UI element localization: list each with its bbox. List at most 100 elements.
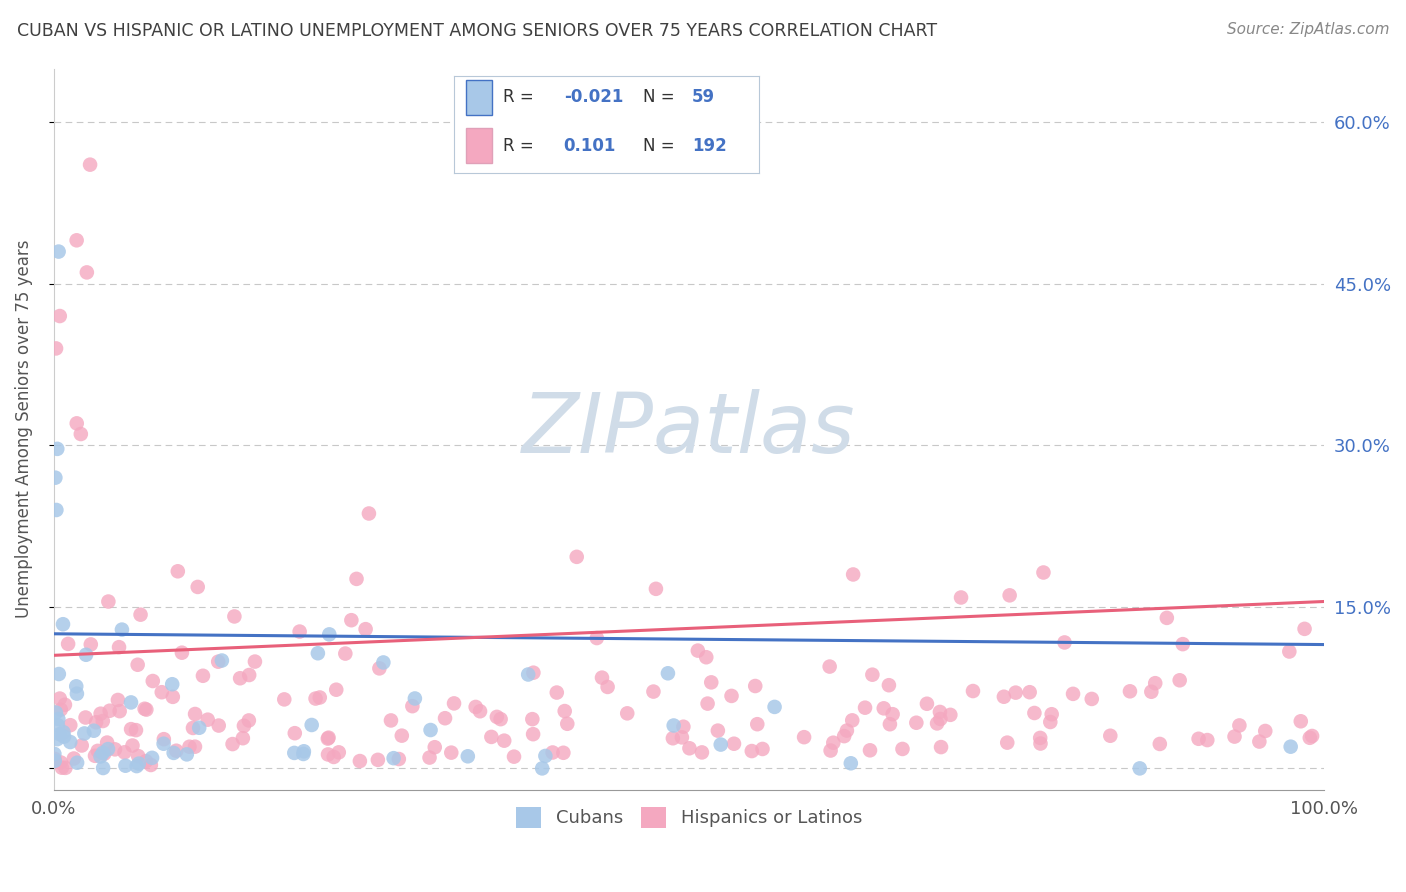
Point bbox=[129, 607, 152, 622]
Point bbox=[304, 691, 326, 706]
Point bbox=[318, 627, 340, 641]
Point bbox=[696, 697, 718, 711]
Point bbox=[59, 718, 82, 732]
Point bbox=[328, 745, 350, 759]
Point bbox=[1029, 737, 1052, 751]
Point bbox=[316, 747, 339, 762]
Point bbox=[128, 756, 150, 771]
Point bbox=[66, 233, 89, 247]
Point bbox=[135, 703, 157, 717]
Legend: Cubans, Hispanics or Latinos: Cubans, Hispanics or Latinos bbox=[509, 800, 869, 835]
Point bbox=[56, 637, 79, 651]
Point bbox=[207, 655, 229, 669]
Point bbox=[49, 309, 72, 323]
Point bbox=[950, 591, 973, 605]
Point bbox=[51, 761, 73, 775]
Point bbox=[211, 653, 233, 667]
Point bbox=[221, 737, 243, 751]
Point bbox=[457, 749, 479, 764]
Point bbox=[485, 710, 508, 724]
Point bbox=[48, 667, 70, 681]
Point bbox=[139, 758, 162, 772]
Point bbox=[127, 657, 149, 672]
Point bbox=[419, 723, 441, 737]
Point bbox=[91, 714, 114, 728]
Point bbox=[238, 714, 260, 728]
Point bbox=[522, 727, 544, 741]
Point bbox=[818, 659, 841, 673]
Point bbox=[96, 735, 118, 749]
Point bbox=[859, 743, 882, 757]
Point bbox=[1197, 733, 1219, 747]
Point bbox=[929, 712, 952, 726]
Point bbox=[107, 693, 129, 707]
Point bbox=[853, 700, 876, 714]
Point bbox=[127, 749, 149, 764]
Text: Source: ZipAtlas.com: Source: ZipAtlas.com bbox=[1226, 22, 1389, 37]
Point bbox=[522, 712, 544, 726]
Point bbox=[97, 594, 120, 608]
Point bbox=[44, 747, 66, 761]
Point bbox=[842, 567, 865, 582]
Point bbox=[662, 731, 685, 746]
Point bbox=[73, 726, 96, 740]
Point bbox=[489, 712, 512, 726]
Point bbox=[503, 749, 526, 764]
Point bbox=[93, 747, 115, 761]
Point bbox=[998, 588, 1021, 602]
Point bbox=[46, 732, 69, 747]
Point bbox=[905, 715, 928, 730]
Point bbox=[165, 744, 187, 758]
Point bbox=[91, 761, 114, 775]
Point bbox=[162, 690, 184, 704]
Point bbox=[534, 748, 557, 763]
Point bbox=[382, 751, 405, 765]
Point bbox=[89, 749, 111, 764]
Point bbox=[322, 750, 344, 764]
Point bbox=[993, 690, 1015, 704]
Point bbox=[763, 699, 786, 714]
Point bbox=[517, 667, 540, 681]
Point bbox=[229, 671, 252, 685]
Point bbox=[657, 666, 679, 681]
Point bbox=[184, 706, 207, 721]
Point bbox=[596, 680, 619, 694]
Point bbox=[925, 716, 948, 731]
Point bbox=[44, 754, 66, 768]
Point bbox=[75, 710, 97, 724]
Point bbox=[160, 677, 183, 691]
Point bbox=[423, 740, 446, 755]
Point bbox=[120, 722, 142, 736]
Point bbox=[751, 742, 773, 756]
Point bbox=[325, 682, 347, 697]
Point bbox=[83, 723, 105, 738]
Point bbox=[141, 751, 163, 765]
Point bbox=[1018, 685, 1040, 699]
Point bbox=[553, 746, 575, 760]
Point bbox=[1156, 611, 1178, 625]
Point bbox=[184, 739, 207, 754]
Point bbox=[318, 731, 340, 745]
Point bbox=[142, 673, 165, 688]
Point bbox=[108, 704, 131, 718]
Point bbox=[45, 342, 67, 356]
Point bbox=[419, 750, 441, 764]
Point bbox=[585, 631, 607, 645]
Point bbox=[1081, 692, 1104, 706]
Point bbox=[273, 692, 295, 706]
Point bbox=[1040, 707, 1063, 722]
Point bbox=[59, 735, 82, 749]
Point bbox=[531, 761, 554, 775]
Point bbox=[434, 711, 457, 725]
Point bbox=[166, 564, 188, 578]
Y-axis label: Unemployment Among Seniors over 75 years: Unemployment Among Seniors over 75 years bbox=[15, 240, 32, 618]
Point bbox=[69, 427, 91, 442]
Point bbox=[288, 624, 311, 639]
Point bbox=[125, 759, 148, 773]
Point bbox=[591, 671, 613, 685]
Point bbox=[744, 679, 766, 693]
Point bbox=[70, 739, 93, 753]
Point bbox=[1062, 687, 1084, 701]
Point bbox=[962, 684, 984, 698]
Point bbox=[340, 613, 363, 627]
